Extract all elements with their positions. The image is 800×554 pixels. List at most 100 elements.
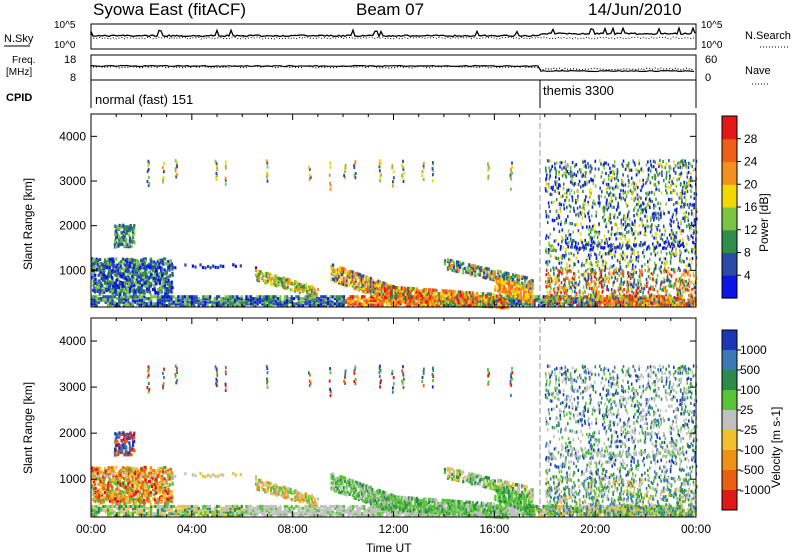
power-cell: [604, 218, 606, 222]
power-cell: [351, 297, 355, 301]
power-cell: [521, 296, 524, 300]
power-cell: [624, 302, 627, 306]
power-cell: [122, 262, 125, 266]
power-cell: [268, 275, 271, 279]
power-cell: [565, 270, 568, 274]
power-cell: [596, 246, 599, 250]
power-cell: [139, 286, 142, 290]
power-cell: [545, 176, 548, 180]
power-cell: [95, 285, 98, 289]
power-cell: [515, 297, 518, 301]
power-cell: [240, 302, 243, 306]
power-cell: [308, 173, 311, 177]
power-cell: [342, 282, 345, 287]
power-cell: [682, 241, 684, 245]
power-cell: [561, 267, 564, 271]
power-cell: [675, 253, 678, 257]
power-cell: [302, 304, 305, 308]
power-cell: [243, 300, 246, 304]
power-cell: [238, 304, 241, 308]
power-cell: [477, 273, 480, 277]
power-cell: [564, 160, 567, 164]
power-cell: [177, 295, 180, 299]
power-cell: [657, 223, 660, 228]
power-cell: [653, 203, 655, 207]
power-cell: [683, 202, 686, 206]
power-cell: [603, 297, 606, 301]
power-cell: [485, 300, 488, 304]
power-cell: [656, 251, 659, 255]
power-cell: [109, 302, 112, 306]
power-cell: [354, 159, 357, 164]
power-cell: [317, 304, 321, 308]
power-cell: [658, 181, 660, 185]
power-cell: [531, 279, 534, 283]
power-cell: [122, 234, 125, 238]
power-cell: [216, 165, 218, 169]
power-cell: [518, 290, 521, 294]
power-cell: [633, 279, 636, 283]
power-cell: [684, 290, 686, 294]
power-cell: [616, 168, 619, 172]
power-cell: [372, 281, 375, 285]
power-cell: [309, 293, 312, 297]
power-cell: [91, 304, 94, 308]
power-cell: [118, 297, 121, 301]
power-cell: [290, 304, 293, 308]
power-cell: [306, 300, 309, 304]
power-cell: [229, 304, 232, 308]
power-cell: [555, 161, 558, 165]
power-cell: [609, 204, 612, 208]
power-cell: [213, 304, 216, 308]
power-cell: [160, 259, 163, 263]
power-cell: [113, 269, 116, 274]
power-cell: [477, 302, 480, 306]
power-cell: [99, 271, 102, 275]
power-cell: [265, 271, 268, 275]
power-cell: [453, 302, 456, 306]
power-cell: [307, 285, 310, 289]
power-cell: [623, 288, 625, 292]
power-cell: [553, 286, 556, 291]
power-cell: [126, 269, 129, 273]
power-cell: [564, 278, 566, 282]
power-cell: [647, 265, 649, 269]
power-cell: [383, 300, 386, 304]
power-cell: [636, 169, 639, 173]
power-cell: [91, 263, 94, 267]
power-cell: [548, 284, 551, 288]
power-cell: [379, 298, 382, 302]
power-cell: [279, 277, 282, 281]
power-cell: [556, 291, 558, 295]
power-cell: [413, 304, 416, 308]
power-cell: [622, 164, 624, 168]
power-cell: [479, 304, 482, 308]
power-cell: [612, 171, 614, 175]
power-cell: [131, 226, 134, 230]
power-cell: [532, 294, 535, 298]
power-cell: [622, 217, 625, 221]
power-cell: [556, 273, 559, 278]
power-cell: [450, 297, 453, 301]
power-cell: [117, 285, 120, 289]
power-cell: [333, 268, 336, 272]
power-cell: [324, 295, 327, 299]
power-cell: [158, 258, 161, 262]
power-cell: [507, 272, 510, 276]
power-cell: [549, 304, 552, 308]
power-cell: [435, 295, 438, 299]
power-cell: [109, 298, 112, 302]
power-cell: [118, 289, 121, 293]
power-cell: [406, 296, 409, 300]
power-cell: [353, 163, 355, 168]
power-cell: [618, 269, 621, 273]
power-cell: [149, 284, 152, 288]
power-cell: [263, 279, 267, 283]
power-cell: [266, 165, 269, 169]
power-cell: [564, 267, 567, 271]
power-cell: [567, 300, 570, 304]
power-cell: [220, 297, 223, 301]
power-cell: [209, 295, 212, 299]
power-cell: [136, 297, 139, 301]
power-cell: [256, 278, 259, 282]
